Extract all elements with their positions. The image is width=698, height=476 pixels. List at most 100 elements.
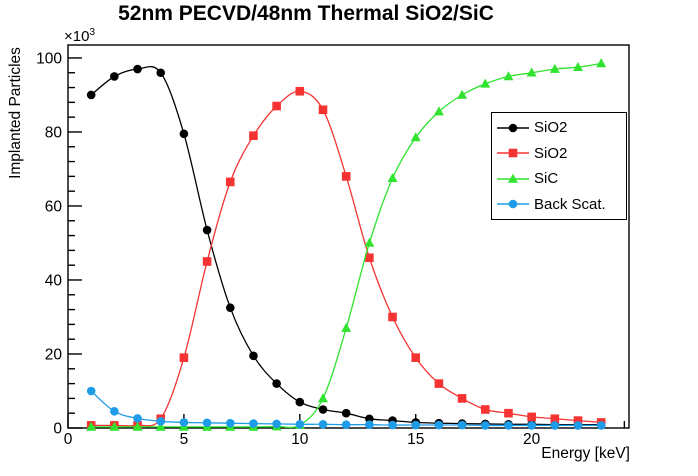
data-point-marker: [132, 421, 143, 431]
data-point-marker: [480, 78, 491, 88]
data-point-marker: [434, 420, 444, 430]
data-point-marker: [225, 418, 235, 428]
legend-item-backscatter: Back Scat.: [492, 192, 626, 217]
data-point-marker: [503, 71, 514, 81]
y-tick-label: 40: [45, 272, 63, 289]
data-point-marker: [341, 172, 351, 181]
data-point-marker: [295, 397, 305, 407]
data-point-marker: [504, 408, 513, 418]
data-point-marker: [318, 419, 328, 429]
data-point-marker: [133, 64, 142, 74]
data-point-marker: [249, 419, 258, 428]
legend-label: Back Scat.: [534, 195, 606, 213]
legend-marker-triangle-green: [497, 173, 529, 183]
data-point-marker: [341, 322, 352, 332]
plot-frame: [67, 44, 630, 429]
data-point-marker: [480, 421, 490, 430]
data-point-marker: [179, 418, 189, 427]
data-point-marker: [364, 237, 375, 247]
data-point-marker: [156, 68, 166, 78]
data-point-marker: [573, 416, 583, 425]
legend: SiO2 SiO2 SiC Back Scat.: [491, 112, 627, 220]
data-point-marker: [341, 420, 351, 429]
x-tick-label: 0: [64, 431, 73, 448]
x-tick-label: 20: [523, 431, 541, 448]
legend-label: SiO2: [534, 119, 568, 137]
legend-marker-circle-black: [497, 123, 529, 133]
data-point-marker: [202, 257, 212, 266]
series-3-back-scat-: [86, 386, 606, 430]
data-point-marker: [202, 225, 212, 235]
legend-item-sio2-pecvd: SiO2: [492, 115, 626, 140]
data-point-marker: [410, 132, 421, 142]
y-tick-label: 0: [53, 421, 62, 438]
data-point-marker: [527, 421, 536, 430]
legend-item-sic: SiC: [492, 166, 626, 191]
legend-label: SiO2: [534, 144, 568, 162]
legend-marker-circle-blue: [497, 199, 529, 209]
circle-icon: [508, 123, 518, 133]
data-point-marker: [133, 414, 142, 423]
y-tick-label: 80: [45, 124, 63, 141]
data-point-marker: [411, 353, 421, 362]
data-point-marker: [365, 414, 374, 424]
data-point-marker: [272, 101, 281, 111]
y-axis-multiplier-base: ×10: [64, 28, 90, 45]
data-point-marker: [86, 386, 96, 396]
series-line: [90, 390, 602, 427]
data-point-marker: [86, 90, 96, 100]
data-point-marker: [318, 393, 328, 403]
legend-item-sio2-thermal: SiO2: [492, 141, 626, 166]
data-point-marker: [109, 421, 120, 431]
data-point-marker: [573, 421, 583, 430]
legend-label: SiC: [534, 170, 559, 188]
triangle-icon: [508, 173, 518, 183]
data-point-marker: [156, 417, 166, 426]
square-icon: [508, 148, 518, 158]
data-point-marker: [86, 421, 97, 431]
data-point-marker: [272, 419, 281, 429]
data-point-marker: [527, 412, 536, 422]
data-point-marker: [272, 379, 281, 388]
x-axis-title: Energy [keV]: [541, 445, 630, 462]
data-point-marker: [388, 420, 397, 430]
y-tick-label: 20: [45, 346, 63, 363]
data-point-marker: [387, 173, 398, 183]
chart-title: 52nm PECVD/48nm Thermal SiO2/SiC: [118, 2, 494, 25]
data-point-marker: [110, 72, 119, 81]
data-point-marker: [550, 414, 560, 424]
data-point-marker: [550, 421, 560, 430]
data-point-marker: [526, 67, 537, 77]
x-tick-label: 15: [407, 431, 424, 448]
data-point-marker: [596, 58, 607, 68]
data-point-marker: [433, 106, 444, 116]
data-point-marker: [411, 420, 421, 430]
data-point-marker: [457, 89, 468, 99]
data-point-marker: [341, 408, 351, 418]
data-point-marker: [457, 420, 467, 430]
circle-icon: [508, 199, 518, 209]
data-point-marker: [318, 105, 328, 115]
data-point-marker: [549, 63, 560, 73]
data-point-marker: [596, 421, 606, 430]
legend-marker-square-red: [497, 148, 529, 158]
data-point-marker: [480, 405, 490, 414]
y-tick-label: 60: [45, 198, 63, 215]
data-point-marker: [225, 177, 235, 187]
data-point-marker: [249, 351, 258, 361]
data-point-marker: [365, 420, 374, 429]
y-tick-label: 100: [36, 50, 62, 67]
x-tick-label: 5: [180, 431, 189, 448]
data-point-marker: [573, 62, 583, 72]
data-point-marker: [318, 405, 328, 414]
data-point-marker: [295, 419, 305, 429]
data-point-marker: [110, 407, 119, 416]
x-tick-label: 10: [291, 431, 309, 448]
data-point-marker: [249, 131, 258, 140]
data-point-marker: [434, 379, 444, 388]
data-point-marker: [388, 312, 397, 322]
data-point-marker: [457, 394, 467, 403]
data-point-marker: [202, 418, 212, 428]
